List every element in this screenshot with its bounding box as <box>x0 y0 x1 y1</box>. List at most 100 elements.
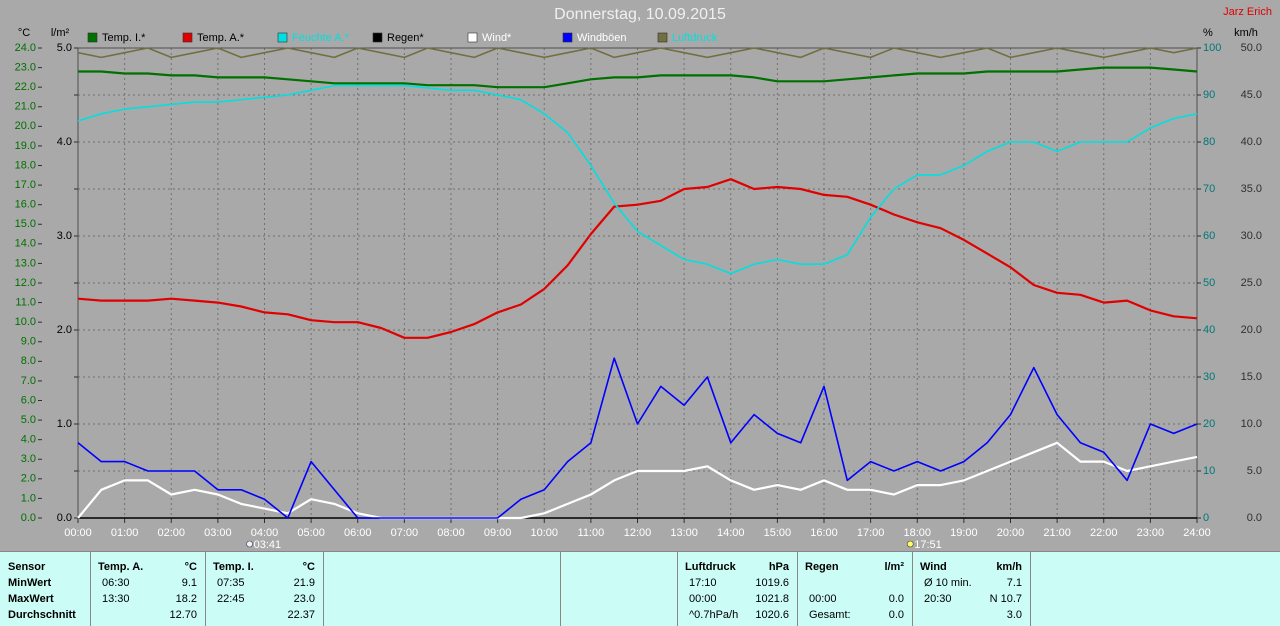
legend-label: Windböen <box>577 32 627 44</box>
separator <box>912 552 913 626</box>
y-unit: °C <box>18 27 30 39</box>
y-tick-label: 0.0 <box>21 512 36 524</box>
y2-tick-label: 90 <box>1203 89 1215 101</box>
y4-unit: km/h <box>1234 27 1258 39</box>
series-line <box>77 47 1198 59</box>
y4-tick-label: 40.0 <box>1241 136 1262 148</box>
series-line <box>77 357 1198 519</box>
x-tick-label: 23:00 <box>1137 527 1165 539</box>
separator <box>90 552 91 626</box>
y-tick-label: 5.0 <box>21 414 36 426</box>
panel-cell: 12.70 <box>169 609 197 621</box>
separator <box>560 552 561 626</box>
legend-label: Wind* <box>482 32 512 44</box>
panel-cell: 21.9 <box>293 577 315 589</box>
y-tick-label: 15.0 <box>15 218 36 230</box>
panel-cell: Durchschnitt <box>8 609 76 621</box>
y3-tick-label: 2.0 <box>57 324 72 336</box>
x-tick-label: 10:00 <box>530 527 558 539</box>
y4-tick-label: 30.0 <box>1241 230 1262 242</box>
panel-cell: 7.1 <box>1006 577 1022 589</box>
y-tick-label: 19.0 <box>15 140 36 152</box>
legend-swatch <box>467 32 478 43</box>
panel-cell: 18.2 <box>175 593 197 605</box>
panel-cell: 22.37 <box>287 609 315 621</box>
panel-header: °C <box>302 561 315 573</box>
x-tick-label: 13:00 <box>670 527 698 539</box>
panel-cell: 23.0 <box>293 593 315 605</box>
legend-swatch <box>562 32 573 43</box>
y4-tick-label: 15.0 <box>1241 371 1262 383</box>
y2-tick-label: 80 <box>1203 136 1215 148</box>
panel-cell: 9.1 <box>181 577 197 589</box>
sun-icon <box>246 540 253 548</box>
x-tick-label: 20:00 <box>997 527 1025 539</box>
legend-swatch <box>372 32 383 43</box>
y-tick-label: 6.0 <box>21 394 36 406</box>
panel-header: Regen <box>805 561 839 573</box>
author: Jarz Erich <box>1223 6 1272 18</box>
y2-tick-label: 60 <box>1203 230 1215 242</box>
y2-tick-label: 30 <box>1203 371 1215 383</box>
y-tick-label: 22.0 <box>15 81 36 93</box>
panel-cell: 20:30 <box>924 593 952 605</box>
panel-cell: 0.0 <box>888 609 904 621</box>
y2-tick-label: 100 <box>1203 42 1221 54</box>
legend-label: Luftdruck <box>672 32 718 44</box>
y2-tick-label: 40 <box>1203 324 1215 336</box>
x-tick-label: 03:00 <box>204 527 232 539</box>
y-tick-label: 20.0 <box>15 120 36 132</box>
y4-tick-label: 10.0 <box>1241 418 1262 430</box>
panel-header: l/m² <box>884 561 904 573</box>
y-tick-label: 9.0 <box>21 336 36 348</box>
x-tick-label: 17:00 <box>857 527 885 539</box>
x-tick-label: 24:00 <box>1183 527 1211 539</box>
legend-label: Feuchte A.* <box>292 32 350 44</box>
y4-tick-label: 25.0 <box>1241 277 1262 289</box>
y3-tick-label: 3.0 <box>57 230 72 242</box>
chart: Donnerstag, 10.09.2015 Jarz Erich °C l/m… <box>15 6 1272 551</box>
summary-panel: Sensor MinWert MaxWert Durchschnitt Temp. A.… <box>0 551 1280 626</box>
panel-header: Sensor <box>8 561 46 573</box>
panel-cell: 13:30 <box>102 593 130 605</box>
y-tick-label: 13.0 <box>15 257 36 269</box>
y-tick-label: 7.0 <box>21 375 36 387</box>
panel-cell: 3.0 <box>1006 609 1022 621</box>
x-tick-label: 12:00 <box>624 527 652 539</box>
y-tick-label: 1.0 <box>21 492 36 504</box>
separator <box>677 552 678 626</box>
y-tick-label: 17.0 <box>15 179 36 191</box>
y4-tick-label: 50.0 <box>1241 42 1262 54</box>
separator <box>323 552 324 626</box>
x-tick-label: 04:00 <box>251 527 279 539</box>
x-tick-label: 15:00 <box>764 527 792 539</box>
y3-unit: l/m² <box>51 27 70 39</box>
panel-header: °C <box>184 561 197 573</box>
y-tick-label: 10.0 <box>15 316 36 328</box>
series-line <box>77 84 1198 275</box>
x-tick-label: 00:00 <box>64 527 92 539</box>
y2-tick-label: 50 <box>1203 277 1215 289</box>
y3-tick-label: 4.0 <box>57 136 72 148</box>
panel-header: Temp. A. <box>98 561 144 573</box>
y-tick-label: 24.0 <box>15 42 36 54</box>
legend-swatch <box>87 32 98 43</box>
y4-tick-label: 35.0 <box>1241 183 1262 195</box>
y3-tick-label: 0.0 <box>57 512 72 524</box>
x-tick-label: 21:00 <box>1043 527 1071 539</box>
y-tick-label: 8.0 <box>21 355 36 367</box>
y4-tick-label: 45.0 <box>1241 89 1262 101</box>
y4-tick-label: 20.0 <box>1241 324 1262 336</box>
chart-title: Donnerstag, 10.09.2015 <box>554 6 726 23</box>
panel-cell: 22:45 <box>217 593 245 605</box>
panel-cell: MaxWert <box>8 593 54 605</box>
y2-tick-label: 70 <box>1203 183 1215 195</box>
panel-cell: N 10.7 <box>989 593 1022 605</box>
legend-swatch <box>182 32 193 43</box>
x-tick-label: 14:00 <box>717 527 745 539</box>
panel-cell: 0.0 <box>888 593 904 605</box>
y-tick-label: 14.0 <box>15 238 36 250</box>
x-tick-label: 07:00 <box>391 527 419 539</box>
y2-unit: % <box>1203 27 1213 39</box>
